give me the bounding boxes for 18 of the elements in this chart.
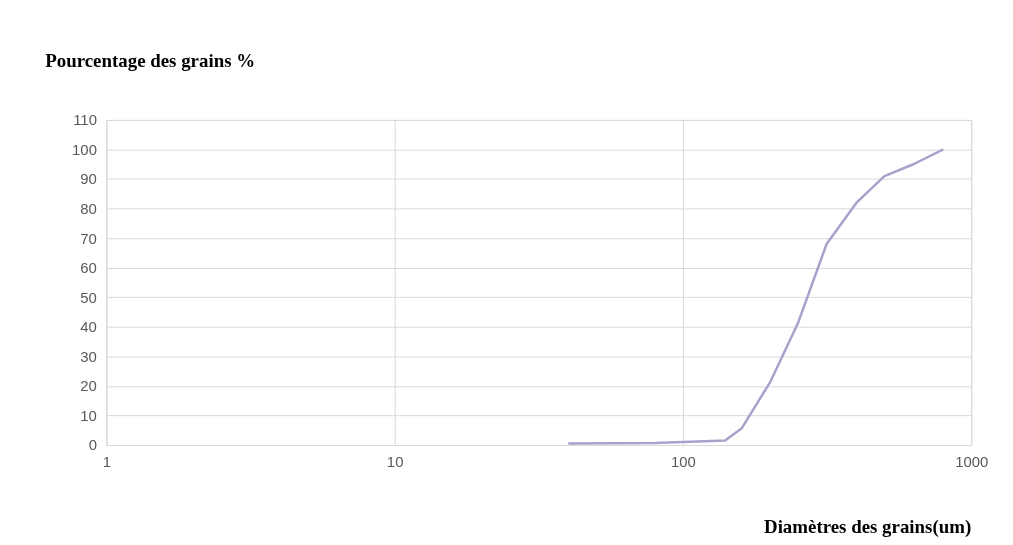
- y-tick-label: 80: [80, 201, 97, 218]
- y-tick-label: 0: [88, 437, 97, 454]
- y-tick-label: 90: [80, 171, 97, 188]
- y-tick-label: 60: [80, 260, 97, 277]
- y-tick-label: 30: [80, 348, 97, 365]
- y-axis-title: Pourcentage des grains %: [45, 49, 256, 71]
- y-tick-label: 40: [80, 319, 97, 336]
- y-tick-label: 110: [73, 112, 97, 129]
- x-tick-label: 100: [671, 454, 696, 471]
- x-tick-label: 10: [386, 454, 404, 471]
- x-tick-label: 1000: [955, 454, 989, 471]
- y-tick-label: 10: [80, 407, 97, 424]
- y-tick-label: 100: [72, 141, 97, 158]
- x-tick-label: 1: [102, 454, 112, 471]
- y-tick-label: 50: [80, 289, 97, 306]
- y-tick-label: 20: [80, 378, 97, 395]
- y-tick-label: 70: [80, 230, 97, 247]
- x-axis-title: Diamètres des grains(um): [764, 516, 972, 539]
